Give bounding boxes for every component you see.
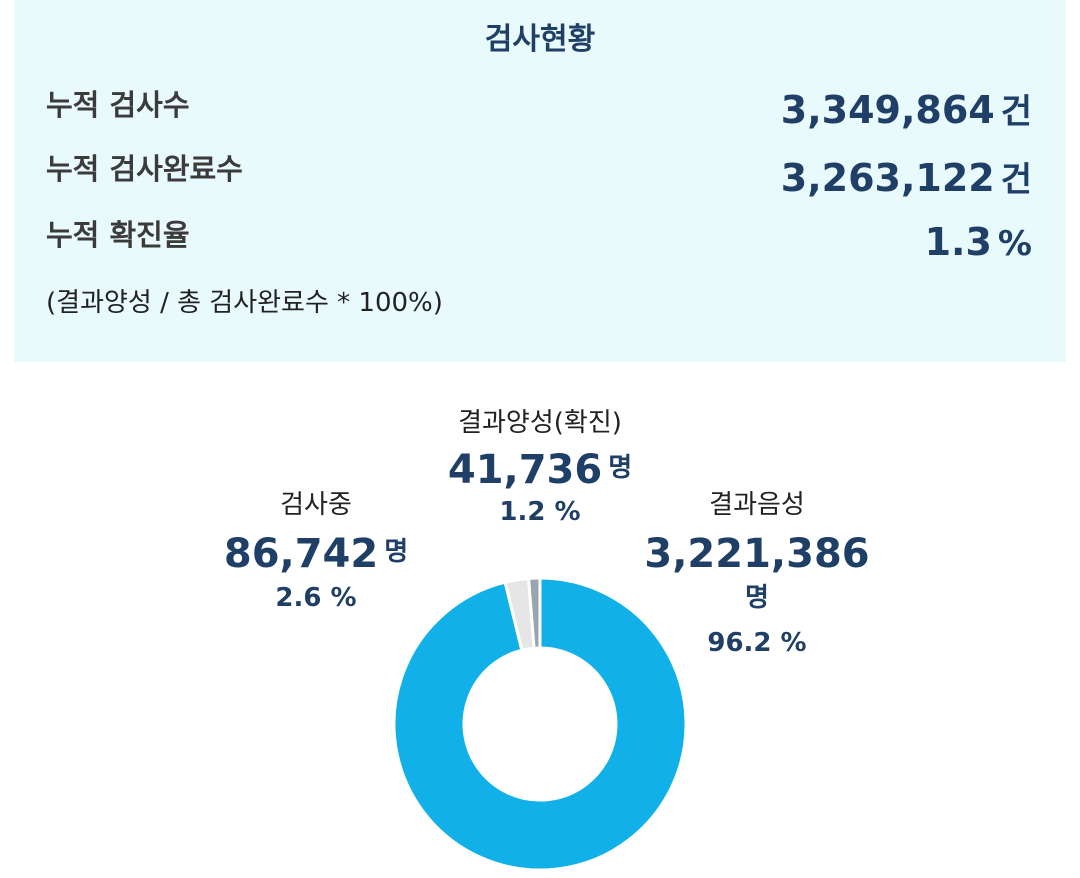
label-testing-unit: 명	[384, 537, 409, 567]
positive-rate-value: 1.3%	[925, 220, 1032, 264]
positive-rate-number: 1.3	[924, 220, 992, 264]
label-negative-unit: 명	[745, 583, 769, 613]
completed-tests-number: 3,263,122	[780, 156, 995, 200]
label-negative-name: 결과음성	[709, 490, 805, 520]
label-testing-value: 86,742 명	[190, 531, 442, 577]
label-positive-pct: 1.2 %	[499, 497, 581, 527]
total-tests-unit: 건	[1000, 92, 1032, 132]
label-testing-pct: 2.6 %	[275, 583, 357, 613]
label-testing-name: 검사중	[280, 490, 352, 520]
donut-chart	[392, 576, 688, 872]
total-tests-number: 3,349,864	[780, 88, 995, 132]
label-positive-name: 결과양성(확진)	[458, 408, 622, 438]
completed-tests-value: 3,263,122 건	[781, 152, 1032, 201]
label-negative: 결과음성 3,221,386 명 96.2 %	[626, 484, 888, 658]
positive-rate-note: (결과양성 / 총 검사완료수 * 100%)	[46, 288, 443, 318]
total-tests-label: 누적 검사수	[46, 88, 190, 122]
slice-negative	[392, 576, 688, 872]
label-positive: 결과양성(확진) 41,736 명 1.2 %	[394, 402, 686, 527]
label-testing-number: 86,742	[223, 531, 379, 577]
label-positive-value: 41,736 명	[394, 447, 686, 493]
label-positive-number: 41,736	[447, 447, 603, 493]
label-positive-unit: 명	[608, 453, 633, 483]
donut-chart-area: 결과양성(확진) 41,736 명 1.2 % 검사중 86,742 명 2.6 %…	[14, 362, 1066, 878]
positive-rate-unit: %	[997, 224, 1032, 264]
summary-title: 검사현황	[484, 22, 596, 57]
slice-positive	[526, 576, 542, 650]
completed-tests-unit: 건	[1000, 160, 1032, 200]
total-tests-value: 3,349,864 건	[781, 84, 1032, 133]
label-testing: 검사중 86,742 명 2.6 %	[190, 484, 442, 613]
positive-rate-label: 누적 확진율	[46, 218, 190, 252]
label-negative-pct: 96.2 %	[707, 628, 807, 658]
completed-tests-label: 누적 검사완료수	[46, 152, 243, 186]
summary-panel: 검사현황 누적 검사수 3,349,864 건 누적 검사완료수 3,263,12…	[14, 0, 1066, 362]
label-negative-number: 3,221,386	[644, 531, 870, 577]
